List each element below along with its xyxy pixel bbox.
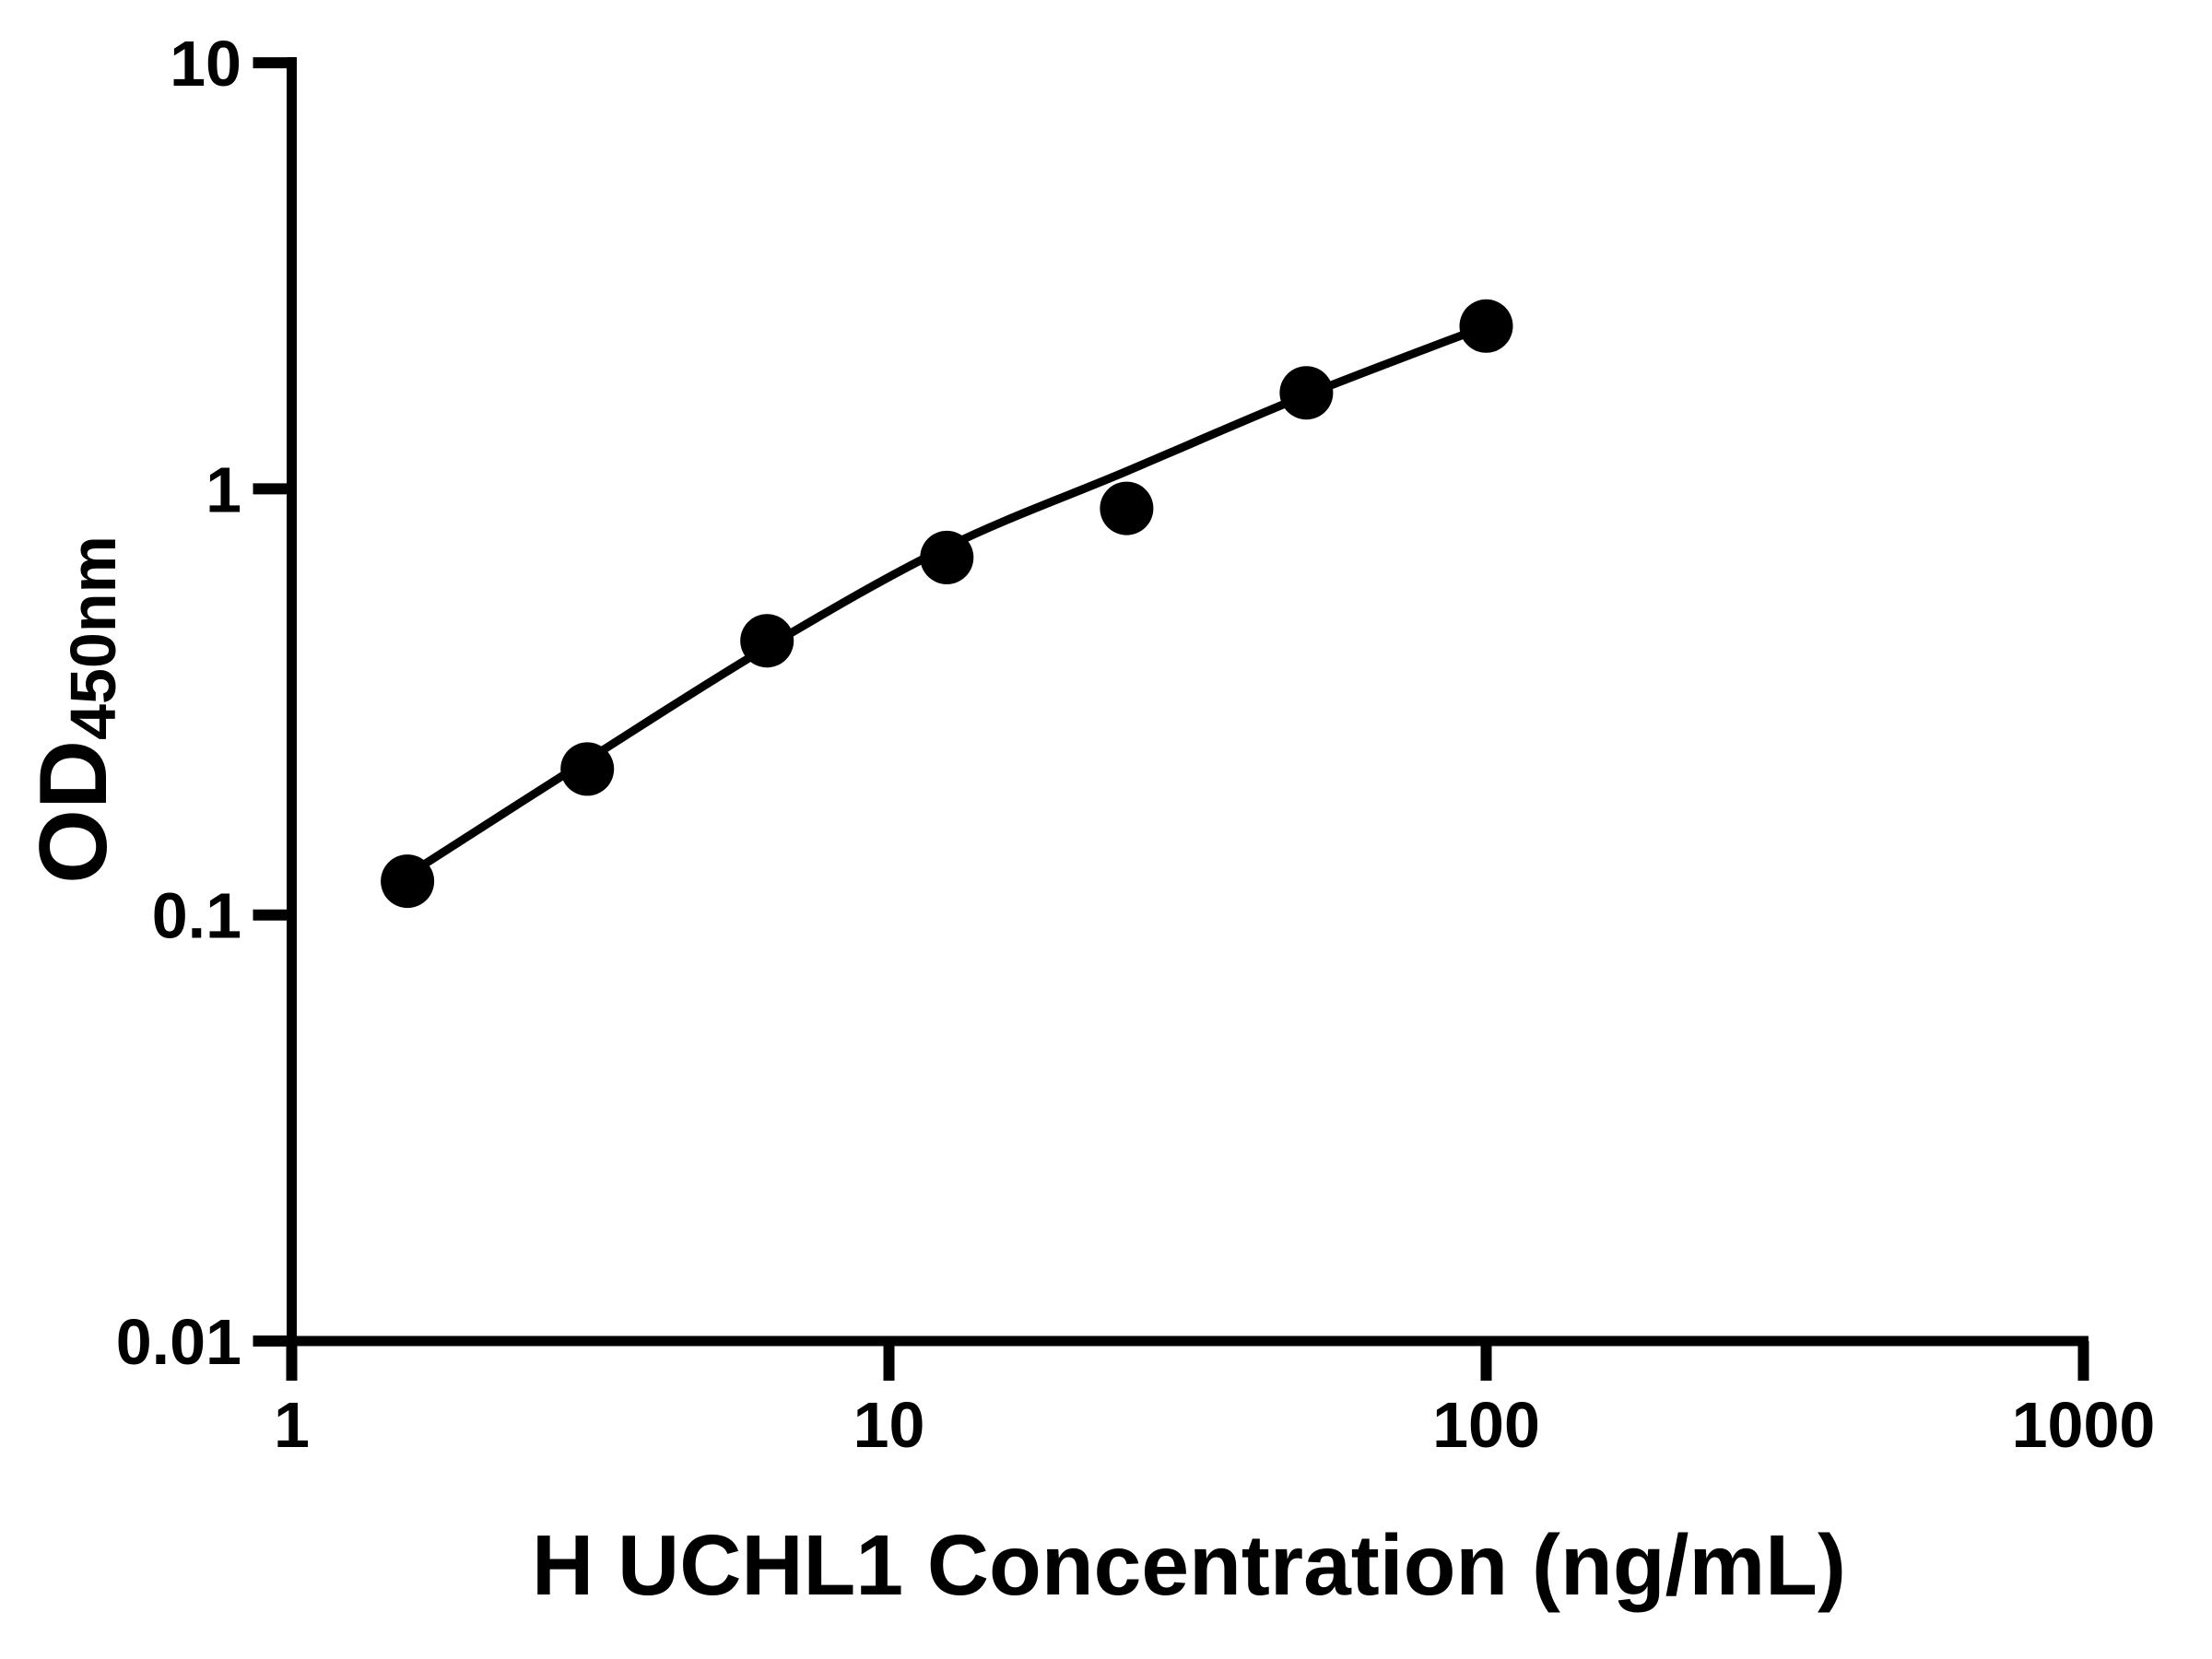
x-axis-title: H UCHL1 Concentration (ng/mL) — [532, 1517, 1846, 1613]
y-tick-label: 0.1 — [152, 880, 241, 952]
y-tick-label: 1 — [206, 453, 241, 525]
data-points-layer — [381, 299, 1513, 909]
x-tick-label: 10 — [853, 1389, 925, 1461]
y-tick-label: 0.01 — [116, 1306, 241, 1378]
data-point-marker — [740, 614, 794, 668]
y-tick-label: 10 — [170, 28, 241, 100]
y-axis-title-main: OD — [20, 740, 127, 884]
axis-tick-labels: 10 1 0.1 0.01 1 10 100 1000 — [116, 28, 2156, 1461]
y-axis-title-subscript: 450nm — [57, 535, 129, 740]
data-point-marker — [381, 854, 435, 909]
x-tick-label: 1000 — [2012, 1389, 2156, 1461]
data-point-marker — [1459, 299, 1513, 353]
data-point-marker — [1100, 481, 1154, 535]
y-axis-title: OD450nm — [20, 535, 129, 884]
data-point-marker — [920, 530, 974, 584]
axis-ticks — [253, 57, 2089, 1381]
x-tick-label: 100 — [1432, 1389, 1540, 1461]
x-tick-label: 1 — [274, 1389, 310, 1461]
axes — [287, 57, 2088, 1347]
data-point-marker — [1279, 366, 1334, 420]
data-point-marker — [560, 742, 615, 796]
